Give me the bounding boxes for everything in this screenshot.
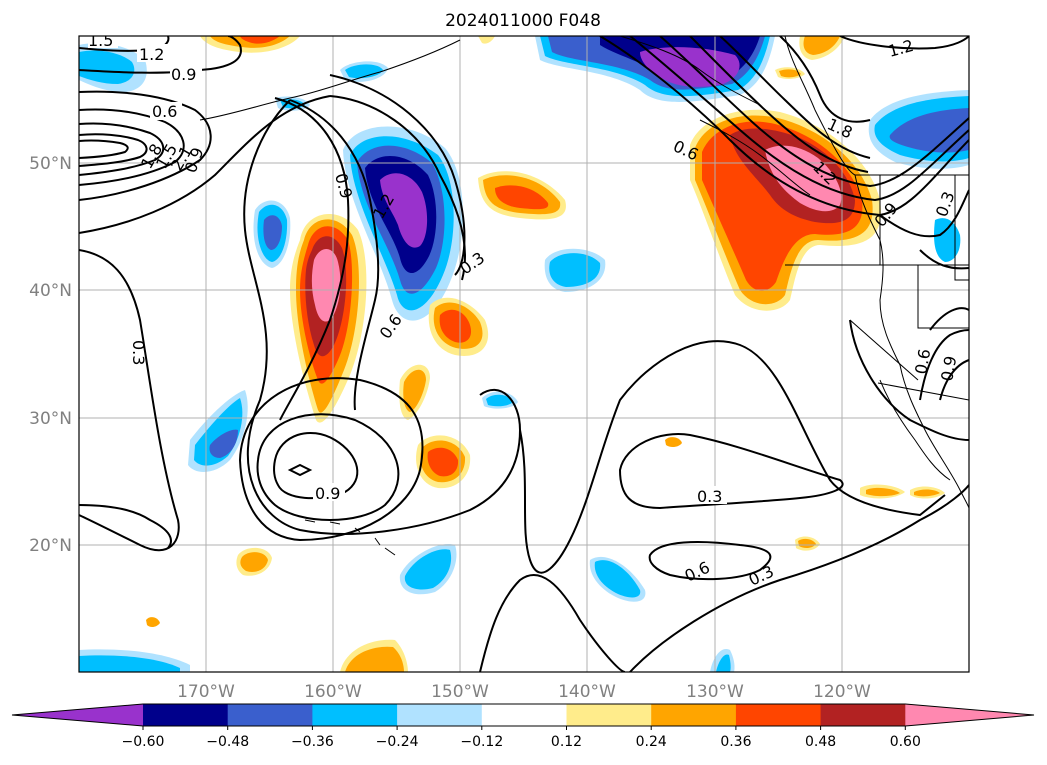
latitude-label: 50°N [29,154,72,174]
colorbar-extend-max [905,704,1034,726]
colorbar-tick-label: −0.24 [376,734,419,750]
colorbar-segment [566,704,652,726]
longitude-label: 130°W [686,682,744,702]
contour-label: 0.3 [129,340,148,365]
colorbar-extend-min [12,704,143,726]
colorbar-segment [143,704,229,726]
contour-label: 1.5 [88,31,113,50]
colorbar-segment [227,704,313,726]
colorbar-tick-label: 0.24 [636,734,667,750]
contour-label: 0.3 [697,487,722,506]
latitude-label: 40°N [29,281,72,301]
colorbar-segment [481,704,567,726]
contour-label: 0.9 [937,354,960,382]
negative-anomaly-northeast [868,90,969,262]
contour-label: 0.6 [911,347,934,375]
colorbar-tick-label: −0.60 [122,734,165,750]
colorbar-tick-labels: −0.60 −0.48 −0.36 −0.24 −0.12 0.12 0.24 0.36 0.4… [122,726,921,750]
contour-label: 0.6 [152,102,177,121]
colorbar: −0.60 −0.48 −0.36 −0.24 −0.12 0.12 0.24 0.36 0.4… [11,703,1035,750]
longitude-label: 160°W [304,682,362,702]
colorbar-segment [651,704,737,726]
map-frame [78,35,970,673]
colorbar-tick-label: 0.60 [890,734,921,750]
colorbar-segments [11,703,1035,727]
colorbar-segment [312,704,398,726]
colorbar-tick-label: 0.12 [551,734,582,750]
longitude-label: 170°W [177,682,235,702]
contour-label: 1.2 [139,45,164,64]
latitude-label: 20°N [29,536,72,556]
latitude-label: 30°N [29,409,72,429]
colorbar-segment [397,704,483,726]
colorbar-tick-label: 0.48 [805,734,836,750]
latitude-axis: 50°N 40°N 30°N 20°N [29,154,72,556]
colorbar-segment [820,704,906,726]
negative-anomaly-northwest [79,43,147,92]
contour-lines [79,36,969,672]
map-panel: 1.5 1.2 0.9 0.6 1.8 1.5 2.1 0.9 0.9 1.2 … [79,31,969,672]
longitude-label: 120°W [813,682,871,702]
map-title: 2024011000 F048 [445,11,601,31]
contour-label: 0.9 [171,65,196,84]
longitude-label: 140°W [558,682,616,702]
longitude-axis: 170°W 160°W 150°W 140°W 130°W 120°W [177,682,871,702]
graticule [79,36,969,672]
negative-anomaly-central [343,126,463,321]
shaded-anomaly-field [79,36,969,672]
colorbar-tick-label: 0.36 [720,734,751,750]
small-anomalies [79,36,945,672]
colorbar-tick-label: −0.12 [460,734,503,750]
coastlines [199,36,969,556]
longitude-label: 150°W [431,682,489,702]
positive-anomaly-central [290,213,367,423]
colorbar-tick-label: −0.48 [206,734,249,750]
colorbar-tick-label: −0.36 [291,734,334,750]
colorbar-segment [735,704,822,726]
contour-label: 0.9 [315,484,340,503]
